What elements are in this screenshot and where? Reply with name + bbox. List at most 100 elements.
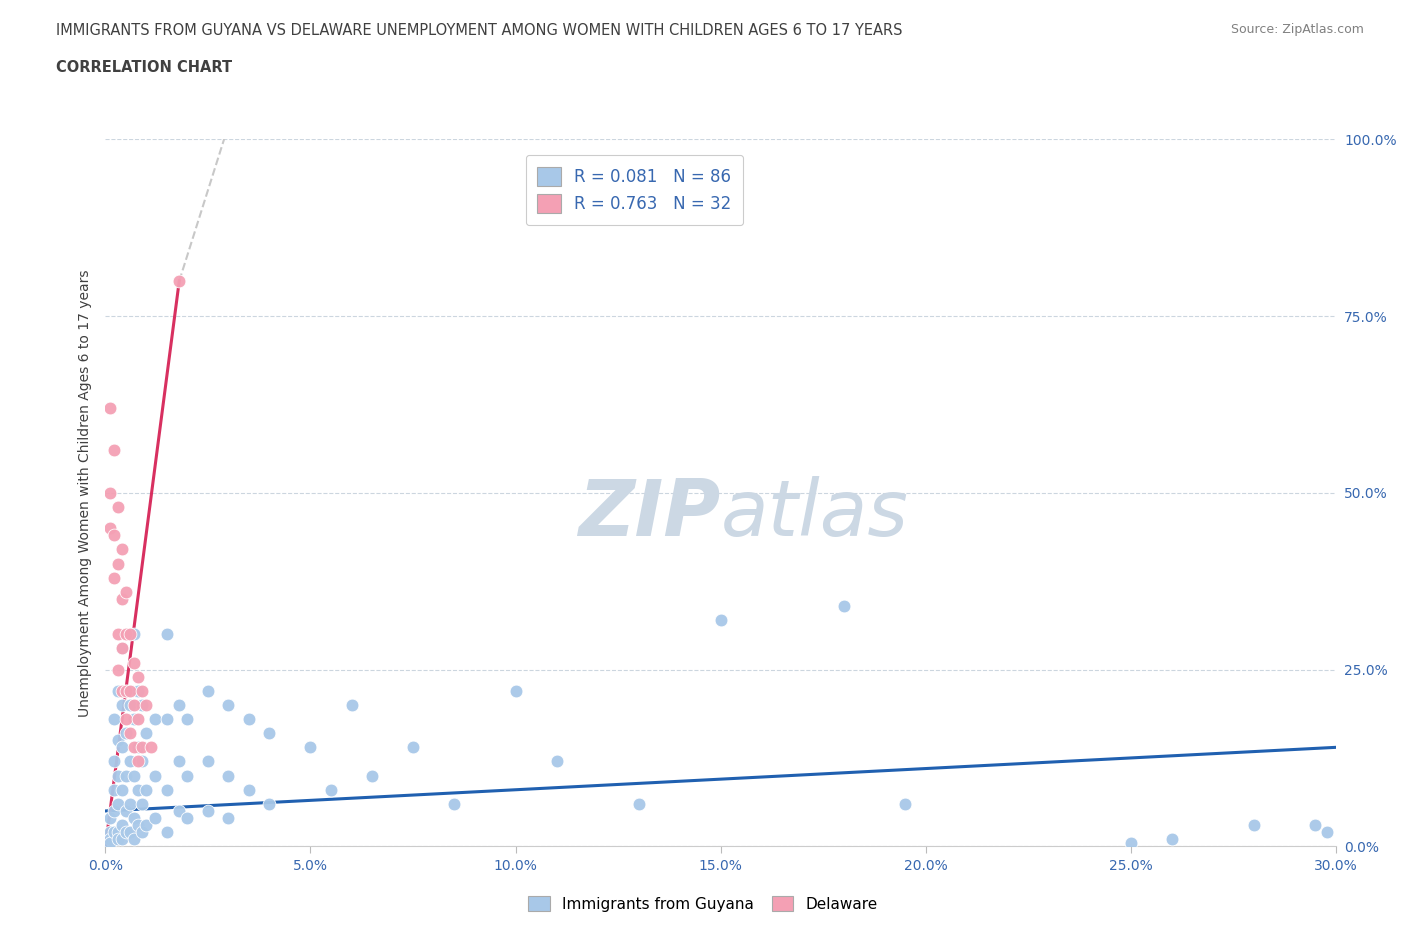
- Point: [107, 733, 129, 748]
- Point: [169, 754, 191, 769]
- Point: [894, 796, 917, 811]
- Y-axis label: Unemployment Among Women with Children Ages 6 to 17 years: Unemployment Among Women with Children A…: [79, 269, 93, 717]
- Point: [111, 740, 134, 755]
- Point: [710, 613, 733, 628]
- Point: [122, 831, 145, 846]
- Point: [111, 641, 134, 656]
- Point: [120, 684, 141, 698]
- Point: [131, 684, 153, 698]
- Point: [238, 711, 260, 726]
- Point: [143, 711, 166, 726]
- Point: [103, 711, 125, 726]
- Point: [115, 725, 138, 740]
- Point: [218, 768, 240, 783]
- Point: [197, 684, 219, 698]
- Point: [115, 584, 138, 599]
- Point: [111, 831, 134, 846]
- Point: [1160, 831, 1182, 846]
- Point: [122, 740, 145, 755]
- Point: [135, 725, 157, 740]
- Point: [103, 528, 125, 543]
- Legend: Immigrants from Guyana, Delaware: Immigrants from Guyana, Delaware: [522, 889, 884, 918]
- Point: [340, 698, 363, 712]
- Point: [176, 768, 198, 783]
- Point: [107, 831, 129, 846]
- Point: [103, 804, 125, 818]
- Legend: R = 0.081   N = 86, R = 0.763   N = 32: R = 0.081 N = 86, R = 0.763 N = 32: [526, 155, 744, 225]
- Point: [111, 684, 134, 698]
- Point: [127, 782, 149, 797]
- Point: [127, 754, 149, 769]
- Point: [98, 825, 121, 840]
- Text: atlas: atlas: [721, 476, 908, 552]
- Point: [115, 684, 138, 698]
- Point: [238, 782, 260, 797]
- Point: [107, 499, 129, 514]
- Point: [98, 835, 121, 850]
- Point: [115, 684, 138, 698]
- Point: [319, 782, 342, 797]
- Point: [505, 684, 527, 698]
- Point: [259, 725, 281, 740]
- Point: [122, 698, 145, 712]
- Text: IMMIGRANTS FROM GUYANA VS DELAWARE UNEMPLOYMENT AMONG WOMEN WITH CHILDREN AGES 6: IMMIGRANTS FROM GUYANA VS DELAWARE UNEMP…: [56, 23, 903, 38]
- Point: [103, 570, 125, 585]
- Point: [1303, 817, 1326, 832]
- Point: [135, 817, 157, 832]
- Point: [120, 754, 141, 769]
- Point: [103, 443, 125, 458]
- Text: Source: ZipAtlas.com: Source: ZipAtlas.com: [1230, 23, 1364, 36]
- Point: [98, 521, 121, 536]
- Point: [627, 796, 650, 811]
- Point: [115, 627, 138, 642]
- Point: [143, 811, 166, 826]
- Point: [131, 740, 153, 755]
- Point: [218, 811, 240, 826]
- Point: [143, 768, 166, 783]
- Point: [443, 796, 465, 811]
- Point: [131, 754, 153, 769]
- Point: [120, 725, 141, 740]
- Point: [156, 627, 179, 642]
- Text: ZIP: ZIP: [578, 476, 721, 552]
- Point: [259, 796, 281, 811]
- Point: [156, 825, 179, 840]
- Point: [107, 662, 129, 677]
- Point: [107, 796, 129, 811]
- Point: [176, 811, 198, 826]
- Point: [122, 811, 145, 826]
- Point: [218, 698, 240, 712]
- Point: [115, 804, 138, 818]
- Point: [127, 711, 149, 726]
- Point: [115, 711, 138, 726]
- Point: [120, 627, 141, 642]
- Point: [299, 740, 322, 755]
- Point: [120, 825, 141, 840]
- Point: [98, 811, 121, 826]
- Point: [131, 698, 153, 712]
- Point: [127, 670, 149, 684]
- Point: [122, 768, 145, 783]
- Point: [361, 768, 384, 783]
- Point: [176, 711, 198, 726]
- Point: [131, 825, 153, 840]
- Point: [122, 655, 145, 670]
- Point: [169, 698, 191, 712]
- Point: [103, 754, 125, 769]
- Point: [111, 641, 134, 656]
- Point: [111, 782, 134, 797]
- Point: [402, 740, 425, 755]
- Point: [107, 627, 129, 642]
- Point: [127, 684, 149, 698]
- Point: [111, 698, 134, 712]
- Point: [1316, 825, 1339, 840]
- Point: [156, 711, 179, 726]
- Point: [127, 817, 149, 832]
- Point: [115, 825, 138, 840]
- Point: [107, 825, 129, 840]
- Point: [156, 782, 179, 797]
- Point: [1243, 817, 1265, 832]
- Point: [135, 782, 157, 797]
- Text: CORRELATION CHART: CORRELATION CHART: [56, 60, 232, 75]
- Point: [107, 684, 129, 698]
